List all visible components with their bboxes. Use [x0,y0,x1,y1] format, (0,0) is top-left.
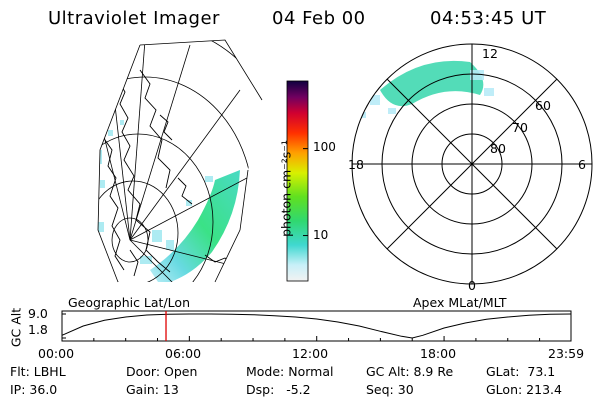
chart-x-tick-label-3: 18:00 [420,346,457,361]
chart-x-ticks [61,336,572,341]
altitude-series-line [61,313,572,339]
mlat-label-60: 60 [535,98,551,113]
colorbar-gradient [287,81,308,281]
instrument-title: Ultraviolet Imager [48,8,220,29]
status-door: Door: Open [126,364,198,379]
colorbar-ticks [303,148,308,237]
colorbar-unit-label: photon cm⁻²s⁻¹ [278,140,294,237]
altitude-chart [61,310,572,342]
status-ip: IP: 36.0 [10,382,58,397]
right-projection-label: Apex MLat/MLT [413,295,507,310]
status-glat: GLat: 73.1 [486,364,556,379]
status-glon: GLon: 213.4 [486,382,562,397]
mlt-label-12: 12 [482,46,498,61]
status-gc-alt: GC Alt: 8.9 Re [366,364,454,379]
chart-x-tick-label-2: 12:00 [292,346,329,361]
chart-y-tick-label-bottom: 1.8 [28,322,48,337]
chart-y-tick-label-top: 9.0 [28,306,48,321]
chart-x-tick-label-0: 00:00 [38,346,75,361]
polar-diagonal-2 [386,78,558,250]
mlt-label-18: 18 [348,157,364,172]
chart-x-tick-label-1: 06:00 [165,346,202,361]
status-mode: Mode: Normal [246,364,334,379]
status-dsp: Dsp: -5.2 [246,382,311,397]
colorbar-tick-label-100: 100 [313,140,336,154]
status-gain: Gain: 13 [126,382,179,397]
aurora-band [150,170,240,282]
date-label: 04 Feb 00 [272,8,366,29]
chart-x-tick-label-4: 23:59 [548,346,585,361]
chart-y-ticks [62,313,66,339]
polar-plot [351,43,593,285]
colorbar-tick-label-10: 10 [313,228,329,242]
left-projection-label: Geographic Lat/Lon [68,295,190,310]
status-seq: Seq: 30 [366,382,414,397]
mlt-label-6: 6 [578,157,586,172]
mlat-label-70: 70 [512,120,528,135]
chart-y-axis-label: GC Alt [8,307,24,348]
colorbar [286,80,309,282]
mlat-label-80: 80 [490,141,506,156]
mlt-label-0: 0 [468,278,476,293]
coastlines [104,69,246,277]
status-filter: Flt: LBHL [10,364,66,379]
time-label: 04:53:45 UT [430,8,547,29]
